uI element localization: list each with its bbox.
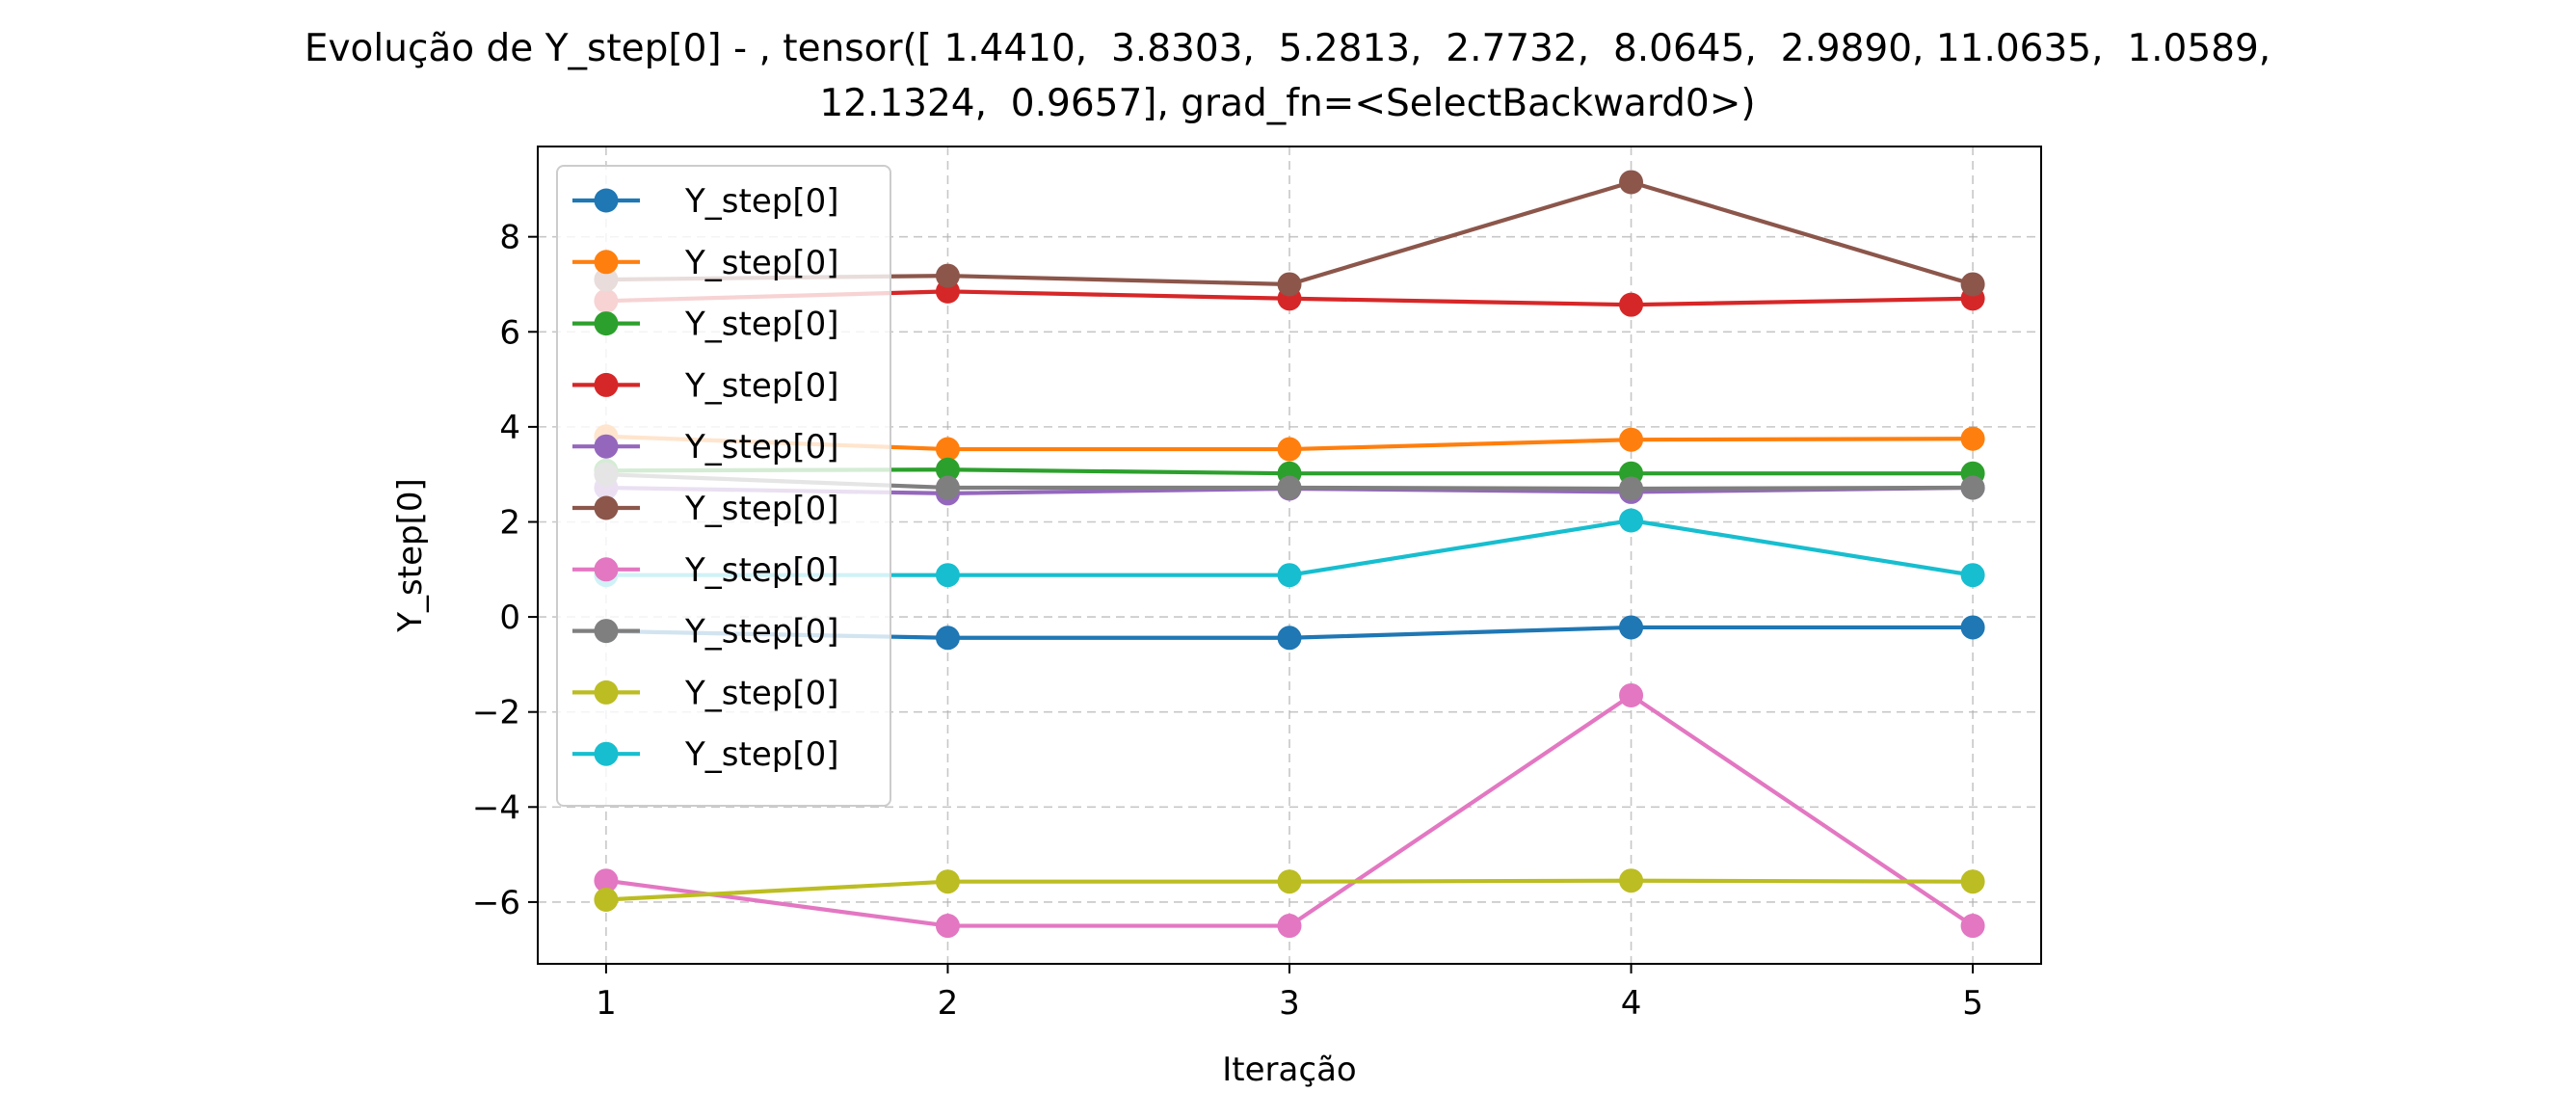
data-point	[935, 457, 960, 482]
data-point	[1619, 868, 1644, 893]
y-tick-label: −4	[472, 788, 520, 827]
legend-marker	[594, 311, 619, 336]
plot-area-frame	[537, 146, 2042, 965]
axis-ticks: 1 2 3 4 5 −6 −4 −2 0 2 4 6 8	[472, 219, 1983, 1023]
data-point	[594, 868, 619, 893]
legend-entry: Y_step[0]	[572, 490, 838, 528]
data-point	[1277, 475, 1302, 500]
legend-entry: Y_step[0]	[572, 674, 838, 712]
legend-label: Y_step[0]	[684, 366, 838, 405]
data-point	[594, 887, 619, 912]
data-point	[1277, 626, 1302, 651]
data-point	[935, 263, 960, 288]
y-tick-label: −6	[472, 884, 520, 922]
data-point	[1277, 272, 1302, 297]
legend-entry: Y_step[0]	[572, 244, 838, 282]
legend-label: Y_step[0]	[684, 428, 838, 466]
legend-entry: Y_step[0]	[572, 613, 838, 652]
data-point	[935, 475, 960, 500]
legend-label: Y_step[0]	[684, 182, 838, 221]
legend-entry: Y_step[0]	[572, 366, 838, 405]
data-point	[935, 563, 960, 588]
x-tick-label: 5	[1962, 984, 1983, 1023]
data-point	[1960, 475, 1985, 500]
data-point	[1960, 615, 1985, 640]
legend-marker	[594, 434, 619, 459]
data-point	[935, 626, 960, 651]
x-axis-label: Iteração	[1222, 1051, 1356, 1089]
data-point	[1960, 272, 1985, 297]
data-point	[935, 869, 960, 894]
legend-entry: Y_step[0]	[572, 182, 838, 221]
data-point	[935, 437, 960, 462]
legend-marker	[594, 741, 619, 766]
legend-entry: Y_step[0]	[572, 551, 838, 590]
data-point	[1619, 476, 1644, 501]
x-tick-label: 4	[1621, 984, 1642, 1023]
legend-marker	[594, 495, 619, 520]
data-point	[1960, 426, 1985, 451]
legend-label: Y_step[0]	[684, 613, 838, 652]
data-point	[1277, 437, 1302, 462]
x-tick-label: 2	[938, 984, 959, 1023]
legend-label: Y_step[0]	[684, 490, 838, 528]
data-point	[1277, 563, 1302, 588]
legend-box	[556, 165, 891, 807]
legend-label: Y_step[0]	[684, 244, 838, 282]
legend: Y_step[0] Y_step[0] Y_step[0] Y_step[0] Y_st…	[556, 165, 891, 807]
legend-entry: Y_step[0]	[572, 735, 838, 774]
y-axis-label: Y_step[0]	[391, 478, 430, 632]
legend-label: Y_step[0]	[684, 735, 838, 774]
data-point	[1960, 563, 1985, 588]
data-point	[1619, 508, 1644, 533]
data-point	[1960, 869, 1985, 894]
legend-marker	[594, 372, 619, 397]
legend-entry: Y_step[0]	[572, 306, 838, 344]
y-tick-label: 8	[499, 219, 520, 257]
legend-label: Y_step[0]	[684, 674, 838, 712]
y-tick-label: 0	[499, 599, 520, 637]
chart-title-line-2: 12.1324, 0.9657], grad_fn=<SelectBackwar…	[819, 82, 1755, 125]
data-point	[1619, 682, 1644, 707]
legend-label: Y_step[0]	[684, 306, 838, 344]
y-tick-label: −2	[472, 694, 520, 733]
data-point	[1277, 869, 1302, 894]
data-point	[1277, 914, 1302, 939]
legend-entry: Y_step[0]	[572, 428, 838, 466]
y-tick-label: 4	[499, 409, 520, 447]
x-tick-label: 1	[596, 984, 617, 1023]
data-point	[1619, 615, 1644, 640]
legend-marker	[594, 557, 619, 582]
chart-title-line-1: Evolução de Y_step[0] - , tensor([ 1.441…	[305, 27, 2271, 70]
series-9	[594, 868, 1985, 912]
data-point	[1960, 914, 1985, 939]
legend-marker	[594, 679, 619, 705]
y-tick-label: 2	[499, 503, 520, 542]
x-tick-label: 3	[1279, 984, 1300, 1023]
data-point	[1619, 170, 1644, 195]
data-point	[935, 914, 960, 939]
data-point	[1619, 292, 1644, 317]
series-7	[594, 682, 1985, 939]
legend-marker	[594, 188, 619, 213]
legend-marker	[594, 619, 619, 644]
legend-label: Y_step[0]	[684, 551, 838, 590]
data-point	[1619, 427, 1644, 452]
legend-marker	[594, 250, 619, 275]
y-tick-label: 6	[499, 313, 520, 352]
